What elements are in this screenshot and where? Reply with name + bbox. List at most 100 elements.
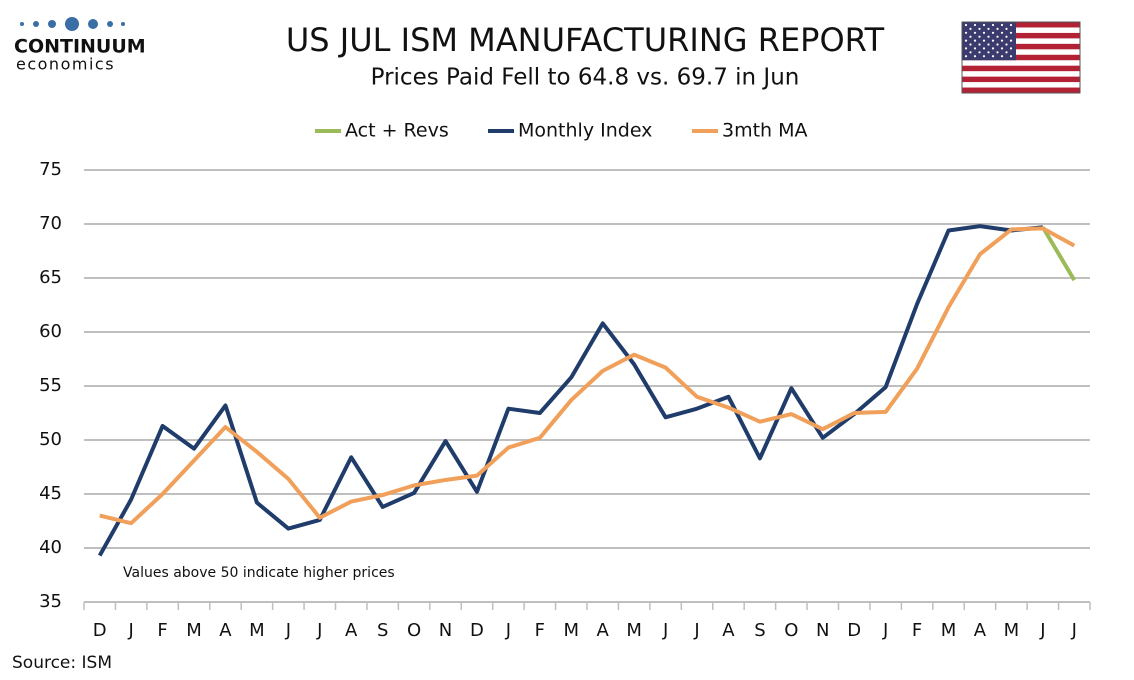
series-line [97, 224, 1044, 557]
flag-star [987, 35, 990, 38]
x-tick-label: A [345, 620, 358, 641]
x-tick-label: A [722, 620, 735, 641]
flag-stripe [962, 76, 1080, 83]
x-tick-label: S [754, 620, 765, 641]
flag-star [982, 47, 986, 50]
series-line [99, 226, 1076, 526]
flag-stripe [962, 54, 1080, 61]
flag-star [987, 27, 990, 30]
flag-star [996, 43, 999, 46]
flag-stripe [962, 32, 1080, 39]
y-tick-label: 40 [39, 537, 62, 558]
x-tick-label: S [377, 620, 388, 641]
x-tick-label: D [93, 620, 107, 641]
flag-star [973, 23, 977, 27]
y-tick-label: 70 [39, 213, 62, 234]
x-tick-label: J [693, 620, 699, 641]
logo-name: CONTINUUM [14, 36, 146, 58]
flag-star [1000, 39, 1004, 42]
series-line [1041, 226, 1076, 282]
y-tick-label: 55 [39, 375, 62, 396]
flag-star [964, 47, 968, 50]
flag-star [978, 27, 981, 30]
flag-star [1009, 39, 1013, 42]
flag-star [969, 51, 972, 54]
y-tick-label: 65 [39, 267, 62, 288]
flag-stripe [962, 65, 1080, 72]
flag-star [1009, 55, 1013, 58]
x-tick-label: J [1071, 620, 1077, 641]
flag-star [969, 27, 972, 30]
flag-star [978, 35, 981, 38]
legend-label: 3mth MA [722, 120, 808, 142]
flag-star [982, 55, 986, 58]
x-tick-label: M [249, 620, 265, 641]
flag-star [1009, 31, 1013, 34]
flag [961, 21, 1081, 94]
flag-stripe [962, 43, 1080, 50]
flag-star [1009, 47, 1013, 50]
flag-star [991, 31, 995, 34]
logo: CONTINUUM economics [14, 17, 146, 74]
flag-star [964, 39, 968, 42]
x-tick-label: F [535, 620, 545, 641]
flag-star [973, 55, 977, 58]
x-tick-label: M [564, 620, 580, 641]
flag-canton [962, 22, 1016, 61]
flag-star [1000, 55, 1004, 58]
flag-star [964, 55, 968, 58]
x-tick-label: M [1004, 620, 1020, 641]
x-tick-label: D [847, 620, 861, 641]
flag-border [961, 21, 1081, 94]
x-tick-label: J [662, 620, 668, 641]
y-tick-label: 50 [39, 429, 62, 450]
flag-star [969, 35, 972, 38]
flag-star [973, 31, 977, 34]
legend-label: Act + Revs [345, 120, 449, 142]
flag-star [987, 43, 990, 46]
x-tick-label: A [974, 620, 987, 641]
flag-star [973, 39, 977, 42]
legend-label: Monthly Index [518, 120, 652, 142]
flag-star [978, 43, 981, 46]
flag-star [991, 39, 995, 42]
flag-star [973, 47, 977, 50]
flag-star [991, 23, 995, 27]
x-tick-label: M [186, 620, 202, 641]
flag-star [964, 23, 968, 27]
flag-star [1005, 35, 1008, 38]
flag-star [969, 43, 972, 46]
flag-star [982, 31, 986, 34]
x-tick-label: N [816, 620, 829, 641]
y-tick-label: 75 [39, 159, 62, 180]
flag-star [987, 51, 990, 54]
flag-star [982, 23, 986, 27]
y-tick-label: 45 [39, 483, 62, 504]
x-tick-label: J [1039, 620, 1045, 641]
flag-star [991, 47, 995, 50]
x-tick-label: A [219, 620, 232, 641]
x-tick-label: J [316, 620, 322, 641]
flag-star [996, 27, 999, 30]
flag-star [1000, 47, 1004, 50]
flag-star [996, 35, 999, 38]
flag-star [1009, 23, 1013, 27]
x-tick-label: A [597, 620, 610, 641]
x-tick-label: J [505, 620, 511, 641]
x-tick-label: F [157, 620, 167, 641]
flag-star [1000, 31, 1004, 34]
flag-stripe [962, 87, 1080, 93]
x-tick-label: J [128, 620, 134, 641]
x-tick-label: J [882, 620, 888, 641]
x-tick-label: M [626, 620, 642, 641]
y-tick-label: 35 [39, 591, 62, 612]
flag-stripe [962, 22, 1080, 28]
flag-star [996, 51, 999, 54]
flag-star [991, 55, 995, 58]
chart-subtitle: Prices Paid Fell to 64.8 vs. 69.7 in Jun [371, 65, 800, 91]
flag-star [1000, 23, 1004, 27]
x-tick-label: N [439, 620, 452, 641]
flag-star [1005, 43, 1008, 46]
x-tick-label: O [407, 620, 421, 641]
